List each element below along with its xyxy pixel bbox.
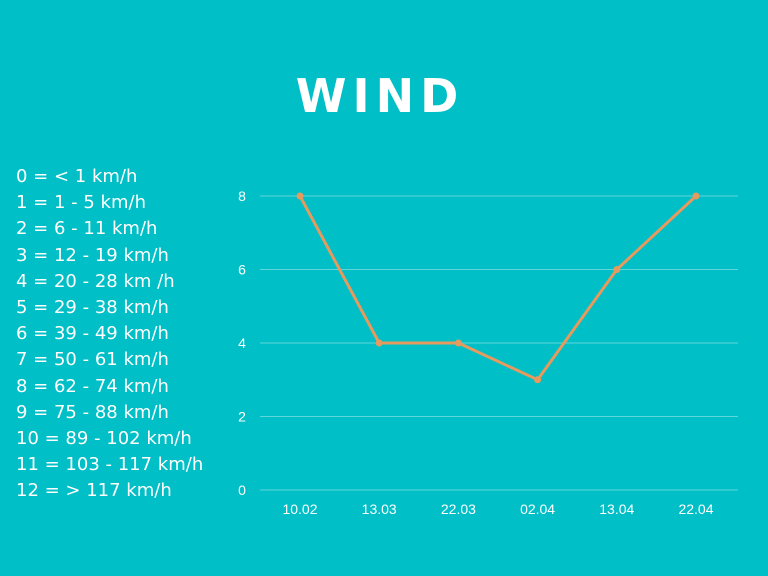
data-point [534,376,542,384]
y-axis-ticks: 0 2 4 6 8 [238,188,246,498]
legend-entry: 1 = 1 - 5 km/h [16,192,146,214]
wind-scale-legend: 0 = < 1 km/h 1 = 1 - 5 km/h 2 = 6 - 11 k… [16,164,236,505]
y-tick-label: 8 [238,188,246,204]
chart-title: WIND [295,69,465,123]
x-tick-label: 02.04 [520,501,555,517]
x-tick-label: 13.04 [599,501,634,517]
legend-entry: 11 = 103 - 117 km/h [16,454,204,476]
data-point [454,339,462,347]
series-wind [296,192,700,384]
series-line [298,194,698,382]
x-axis-ticks: 10.02 13.03 22.03 02.04 13.04 22.04 [282,501,713,517]
legend-entry: 2 = 6 - 11 km/h [16,218,158,240]
data-point [296,192,304,200]
y-tick-label: 4 [238,335,246,351]
legend-entry: 4 = 20 - 28 km /h [16,270,175,292]
data-point [613,266,621,273]
legend-entry: 9 = 75 - 88 km/h [16,401,169,423]
legend-entry: 8 = 62 - 74 km/h [16,375,169,397]
legend-entry: 6 = 39 - 49 km/h [16,323,169,345]
gridlines [260,195,738,491]
legend-entry: 7 = 50 - 61 km/h [16,349,169,371]
legend-entry: 0 = < 1 km/h [16,166,138,187]
x-tick-label: 10.02 [282,501,317,517]
x-tick-label: 22.04 [678,501,713,517]
legend-entry: 10 = 89 - 102 km/h [16,428,192,450]
y-tick-label: 0 [238,482,246,498]
x-tick-label: 22.03 [441,501,476,517]
data-point [692,192,700,200]
legend-entry: 5 = 29 - 38 km/h [16,297,169,319]
legend-entry: 3 = 12 - 19 km/h [16,244,169,266]
x-tick-label: 13.03 [362,501,397,517]
y-tick-label: 6 [238,262,246,278]
y-tick-label: 2 [238,409,246,425]
data-point [375,339,383,347]
legend-entry: 12 = > 117 km/h [16,480,172,502]
